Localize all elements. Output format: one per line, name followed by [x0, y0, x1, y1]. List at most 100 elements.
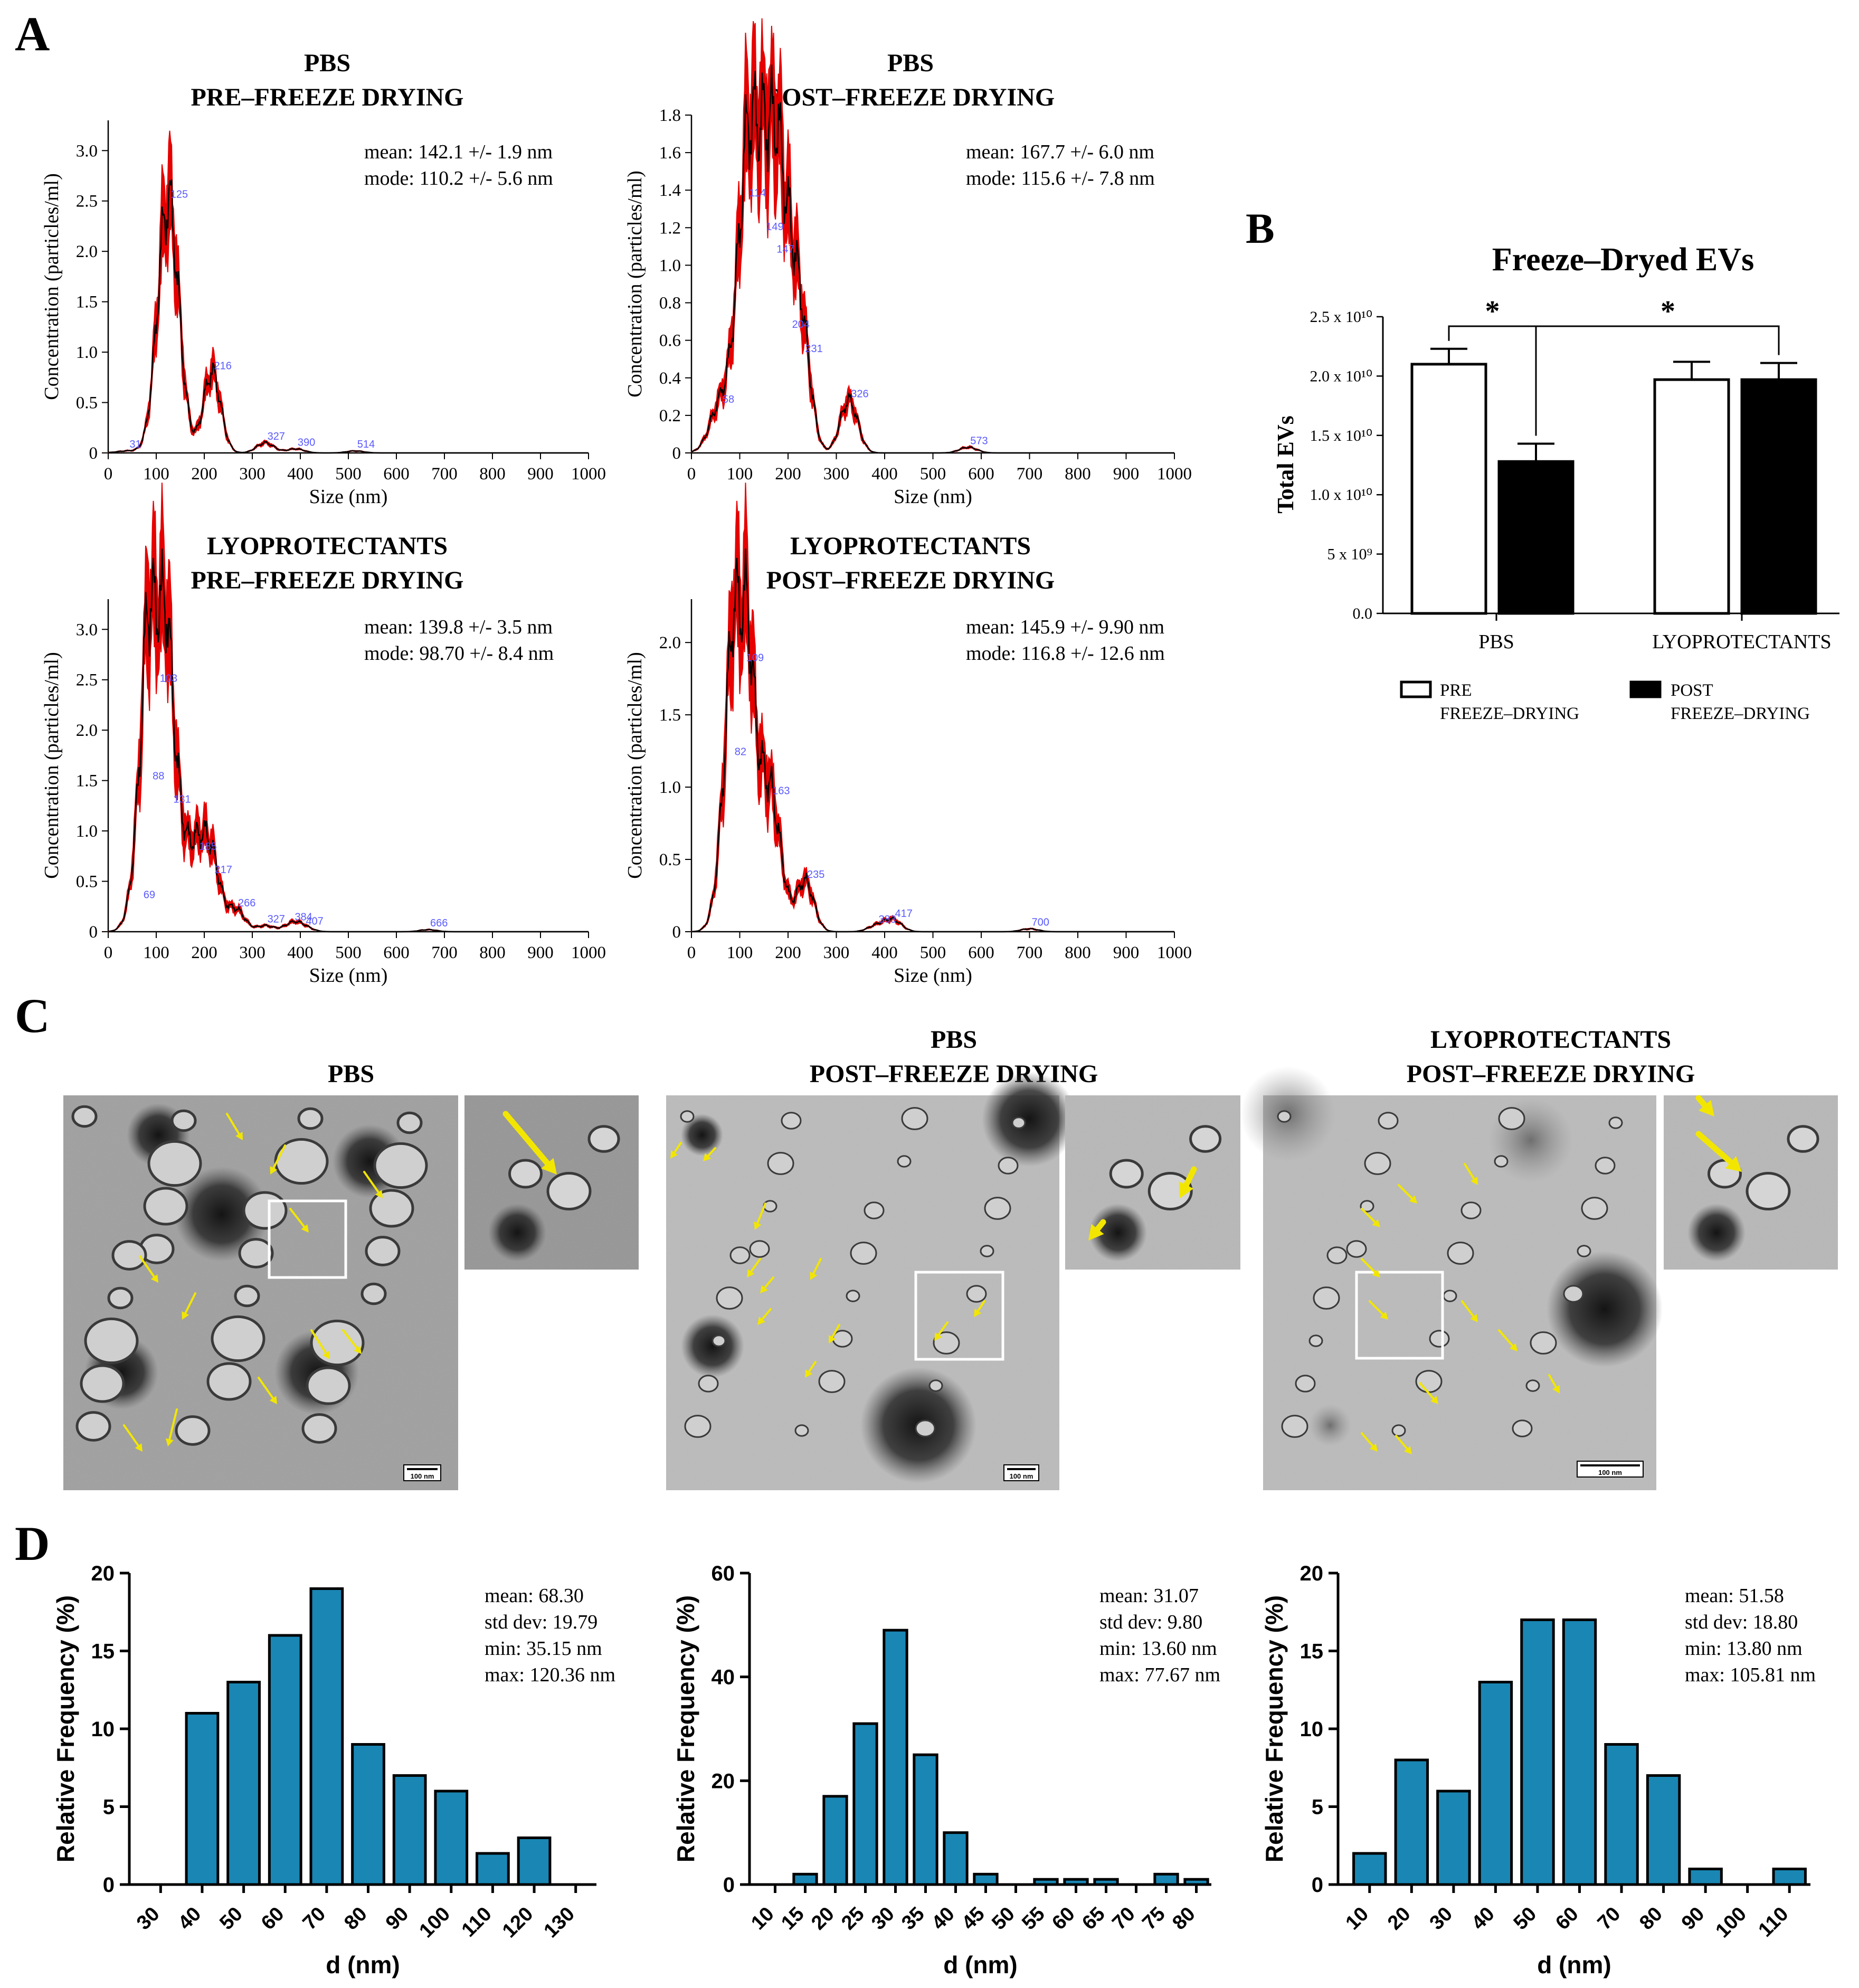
tem-title-line1: PBS — [931, 1026, 977, 1054]
nta-x-tick-label: 800 — [479, 943, 506, 962]
nta-peak-label: 82 — [735, 746, 746, 758]
nta-peak-label: 216 — [214, 360, 232, 372]
hist-bar — [1688, 1868, 1723, 1886]
tem-stain-blotch — [681, 1114, 723, 1156]
tem-vesicle — [396, 1111, 423, 1134]
tem-vesicle — [1364, 1152, 1391, 1175]
tem-vesicle — [818, 1370, 846, 1393]
tem-vesicle — [1360, 1200, 1374, 1213]
tem-vesicle — [1460, 1201, 1482, 1219]
bar-group-label: LYOPROTECTANTS — [1652, 631, 1831, 653]
nta-peak-label: 573 — [970, 435, 988, 447]
hist-y-tick-label: 20 — [91, 1562, 115, 1585]
nta-mode-stat: mode: 116.8 +/- 12.6 nm — [966, 642, 1165, 665]
significance-star: * — [1661, 295, 1675, 328]
nta-mean-stat: mean: 142.1 +/- 1.9 nm — [364, 141, 553, 163]
nta-x-tick-label: 900 — [527, 465, 554, 484]
tem-arrow-head — [1471, 1177, 1478, 1185]
tem-stain-blotch — [1547, 1251, 1663, 1367]
nta-x-tick-label: 100 — [143, 465, 169, 484]
tem-vesicle — [680, 1110, 695, 1123]
tem-vesicle — [1281, 1415, 1308, 1438]
nta-peak-label: 407 — [306, 915, 323, 927]
hist-x-tick-label: 10 — [747, 1903, 779, 1935]
nta-x-tick-label: 200 — [191, 465, 217, 484]
bar-post-freeze — [1740, 378, 1817, 615]
nta-y-tick-label: 0 — [672, 444, 681, 463]
tem-vesicle — [712, 1334, 726, 1347]
nta-x-axis-label: Size (nm) — [309, 964, 388, 987]
nta-x-tick-label: 600 — [383, 943, 410, 962]
tem-zoom-vesicle — [1746, 1172, 1791, 1210]
hist-x-axis-label: d (nm) — [943, 1951, 1018, 1978]
tem-vesicle — [310, 1319, 365, 1367]
tem-vesicle — [75, 1411, 111, 1442]
tem-arrow-head — [1552, 1385, 1560, 1394]
nta-x-tick-label: 200 — [775, 943, 801, 962]
tem-scale-bar-box — [403, 1464, 441, 1481]
nta-peak-label: 125 — [170, 189, 188, 201]
tem-arrow-shaft — [707, 1147, 716, 1157]
bar-post-freeze — [1497, 460, 1575, 615]
hist-bar — [913, 1753, 938, 1886]
nta-mode-stat: mode: 98.70 +/- 8.4 nm — [364, 642, 554, 665]
hist-bar — [226, 1681, 261, 1886]
tem-vesicle — [698, 1375, 719, 1393]
nta-x-tick-label: 400 — [287, 465, 314, 484]
tem-vesicle — [175, 1415, 211, 1446]
tem-vesicle — [846, 1290, 860, 1302]
nta-y-tick-label: 1.0 — [76, 343, 98, 362]
nta-x-tick-label: 700 — [1017, 465, 1043, 484]
tem-arrow-shaft — [1398, 1184, 1414, 1200]
significance-bracket — [1535, 325, 1780, 355]
tem-zoom-region-box — [1355, 1271, 1444, 1360]
tem-vesicle — [238, 1238, 274, 1268]
tem-vesicle — [749, 1240, 770, 1258]
panel-label-b: B — [1246, 204, 1275, 252]
hist-bar — [852, 1722, 878, 1886]
tem-vesicle — [274, 1138, 329, 1185]
tem-zoom-vesicle — [546, 1172, 592, 1210]
nta-y-tick-label: 0.8 — [659, 294, 681, 313]
tem-vesicle — [729, 1246, 751, 1264]
tem-vesicle — [1525, 1379, 1540, 1392]
panel-label-d: D — [15, 1517, 50, 1570]
nta-mean-stat: mean: 167.7 +/- 6.0 nm — [966, 141, 1154, 163]
bar-y-axis-label: Total EVs — [1273, 415, 1298, 513]
tem-arrow-shaft — [289, 1208, 306, 1228]
nta-x-tick-label: 800 — [479, 465, 506, 484]
hist-stat-line: max: 120.36 nm — [485, 1664, 615, 1686]
nta-x-tick-label: 400 — [287, 943, 314, 962]
nta-y-tick-label: 3.0 — [76, 620, 98, 639]
nta-peak-label: 147 — [776, 244, 794, 255]
hist-x-tick-label: 15 — [777, 1903, 809, 1935]
tem-arrow-head — [760, 1285, 768, 1293]
legend-swatch-post — [1629, 680, 1662, 698]
nta-y-axis-label: Concentration (particles/ml) — [41, 652, 63, 878]
tem-title-line1: LYOPROTECTANTS — [1430, 1026, 1671, 1054]
nta-mode-stat: mode: 115.6 +/- 7.8 nm — [966, 167, 1155, 190]
nta-peak-label: 114 — [749, 187, 766, 199]
hist-x-tick-label: 110 — [458, 1903, 496, 1942]
tem-zoom-vesicle — [1147, 1172, 1193, 1210]
tem-vesicle — [211, 1315, 265, 1362]
tem-stain-blotch — [174, 1167, 269, 1262]
tem-vesicle — [1295, 1375, 1316, 1393]
hist-bar — [309, 1587, 344, 1886]
nta-x-tick-label: 1000 — [1157, 465, 1192, 484]
hist-bar — [792, 1872, 818, 1886]
nta-y-tick-label: 0 — [89, 444, 98, 463]
tem-micrograph — [63, 1095, 458, 1490]
tem-vesicle — [71, 1105, 98, 1128]
hist-x-tick-label: 75 — [1138, 1903, 1170, 1935]
hist-x-tick-label: 65 — [1078, 1903, 1109, 1935]
tem-arrow-head — [1370, 1443, 1378, 1452]
hist-x-tick-label: 100 — [1712, 1903, 1751, 1943]
tem-arrow-head — [1372, 1219, 1380, 1227]
tem-vesicle — [1308, 1334, 1323, 1347]
hist-bar — [1033, 1878, 1059, 1886]
hist-bar — [1772, 1868, 1807, 1886]
nta-peak-label: 266 — [238, 897, 255, 909]
hist-bar — [1063, 1878, 1089, 1886]
tem-arrow-shaft — [1419, 1382, 1435, 1400]
